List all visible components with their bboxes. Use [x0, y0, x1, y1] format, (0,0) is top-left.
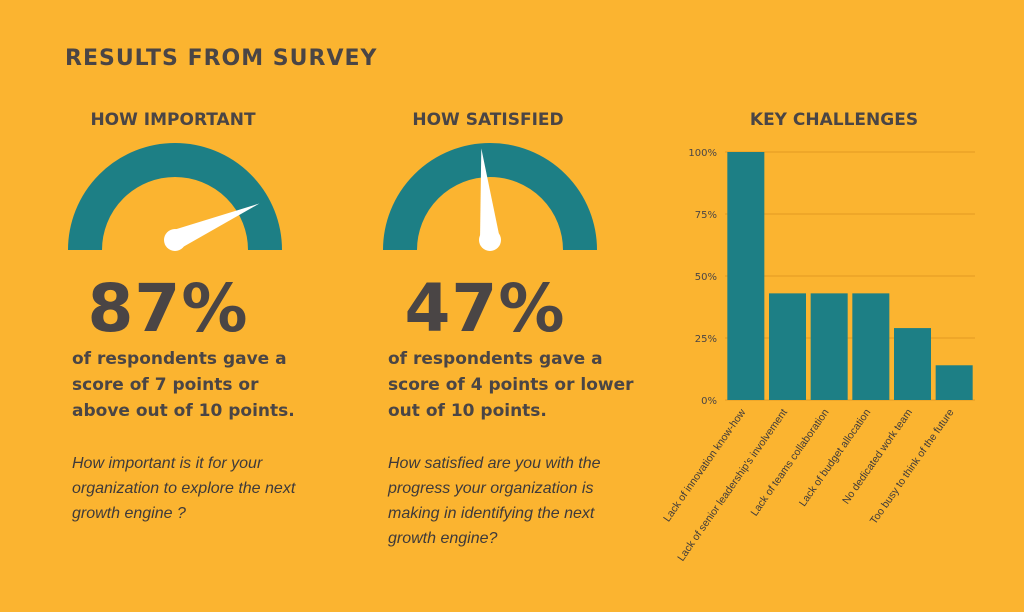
- x-tick-label: No dedicated work team: [840, 407, 915, 507]
- gauge-hub: [479, 229, 501, 251]
- bar: [769, 293, 806, 400]
- gauge-arc: [383, 143, 597, 251]
- key-challenges-chart: 0% 25% 50% 75% 100% Lack of innovation know-h…: [661, 148, 975, 564]
- satisfied-percent: 47%: [404, 270, 566, 347]
- gauge-needle: [480, 148, 500, 241]
- y-tick-label: 50%: [695, 272, 717, 283]
- bar: [727, 152, 765, 400]
- chart-title: KEY CHALLENGES: [749, 110, 919, 130]
- important-question: How important is it for your organizatio…: [72, 455, 296, 522]
- page-title: RESULTS FROM SURVEY: [65, 46, 378, 71]
- x-tick-label: Lack of teams collaboration: [748, 407, 831, 519]
- important-description: of respondents gave a score of 7 points …: [72, 349, 295, 421]
- y-tick-label: 75%: [695, 210, 717, 221]
- x-tick-label: Too busy to think of the future: [868, 407, 957, 527]
- important-percent: 87%: [87, 270, 249, 347]
- how-important-heading: HOW IMPORTANT: [90, 110, 256, 130]
- satisfaction-gauge: [383, 143, 597, 251]
- bar: [852, 293, 890, 400]
- how-satisfied-heading: HOW SATISFIED: [412, 110, 564, 130]
- gauge-arc: [68, 143, 282, 251]
- y-tick-label: 25%: [695, 334, 717, 345]
- bar: [810, 293, 848, 400]
- satisfied-description: of respondents gave a score of 4 points …: [388, 349, 634, 421]
- bar: [935, 365, 973, 400]
- x-tick-label: Lack of budget allocation: [797, 407, 874, 509]
- gauge-hub: [164, 229, 186, 251]
- y-tick-label: 100%: [688, 148, 717, 159]
- bar: [894, 328, 931, 400]
- satisfied-question: How satisfied are you with the progress …: [388, 455, 601, 547]
- gauge-needle: [171, 203, 260, 250]
- y-tick-label: 0%: [701, 396, 717, 407]
- x-tick-label: Lack of innovation know-how: [661, 407, 748, 525]
- importance-gauge: [68, 143, 282, 251]
